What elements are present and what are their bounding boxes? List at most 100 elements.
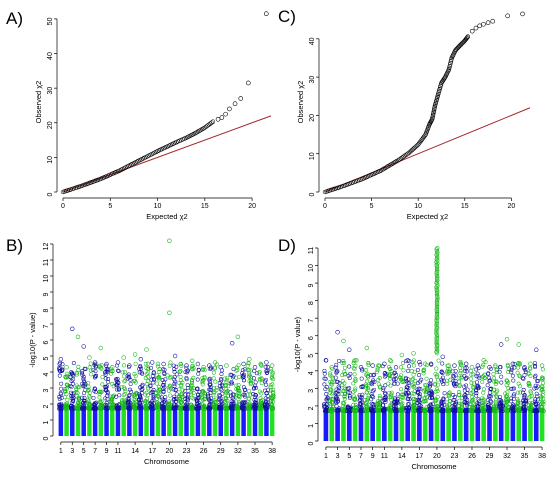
snp-point — [405, 409, 410, 414]
signal-snp-point — [435, 251, 440, 256]
snp-point — [172, 369, 177, 374]
qq-point — [400, 155, 405, 160]
snp-point — [143, 399, 148, 404]
x-tick-label: 20 — [507, 203, 515, 210]
chromosome-8-points — [362, 345, 371, 441]
snp-point — [407, 405, 412, 410]
chromosome-15-points — [403, 358, 412, 441]
chromosome-24-points — [188, 358, 196, 436]
snp-point — [436, 358, 441, 363]
snp-point — [57, 402, 62, 407]
y-tick-label: 9 — [43, 292, 50, 296]
snp-point — [387, 395, 392, 400]
snp-point — [217, 405, 222, 410]
snp-point — [515, 403, 520, 408]
snp-point — [241, 378, 246, 383]
snp-point — [475, 401, 480, 406]
snp-point — [74, 371, 79, 376]
chromosome-33-points — [509, 361, 517, 441]
snp-point — [495, 395, 499, 400]
qq-point — [485, 20, 491, 26]
snp-point — [80, 369, 85, 374]
snp-point — [366, 375, 371, 380]
snp-point — [74, 372, 79, 377]
snp-point — [415, 367, 420, 372]
snp-point — [270, 399, 275, 404]
snp-point — [123, 378, 128, 383]
snp-point — [241, 372, 246, 377]
snp-point — [247, 401, 252, 406]
y-tick-label: 30 — [47, 87, 54, 95]
snp-point — [404, 376, 408, 381]
snp-point — [538, 396, 543, 401]
snp-point — [406, 386, 411, 391]
snp-point — [411, 377, 415, 381]
peak-snp-point — [452, 363, 457, 368]
chromosome-tick-label: 29 — [486, 453, 494, 460]
snp-point — [389, 398, 394, 403]
dense-points-block — [229, 405, 235, 436]
dense-points-block — [75, 405, 81, 436]
snp-point — [236, 383, 241, 388]
snp-point — [381, 408, 386, 413]
snp-point — [234, 368, 239, 373]
qq-point — [422, 133, 427, 138]
peak-snp-point — [229, 341, 235, 346]
snp-point — [342, 381, 347, 386]
peak-snp-point — [207, 363, 212, 368]
snp-point — [343, 371, 348, 376]
snp-point — [248, 378, 253, 383]
snp-point — [509, 370, 514, 375]
qq-point — [402, 153, 408, 158]
snp-point — [148, 383, 153, 388]
snp-point — [75, 406, 79, 411]
snp-point — [191, 366, 196, 371]
snp-point — [65, 371, 70, 376]
snp-point — [481, 387, 486, 392]
snp-point — [447, 407, 452, 412]
snp-point — [442, 391, 447, 396]
snp-point — [533, 397, 538, 402]
snp-point — [103, 396, 108, 401]
snp-point — [157, 375, 162, 380]
dense-points-block — [218, 405, 224, 436]
peak-snp-point — [87, 355, 92, 360]
chromosome-tick-label: 32 — [234, 448, 242, 455]
qq-point — [421, 134, 426, 140]
snp-point — [504, 403, 509, 408]
dense-points-block — [184, 405, 189, 436]
snp-point — [269, 367, 274, 372]
snp-point — [97, 390, 102, 395]
snp-point — [446, 393, 451, 398]
snp-point — [435, 389, 440, 393]
snp-point — [468, 368, 473, 373]
snp-point — [151, 406, 156, 411]
snp-point — [57, 396, 62, 401]
snp-point — [173, 400, 178, 404]
qq-point — [410, 147, 415, 152]
chromosome-11-points — [114, 360, 122, 436]
snp-point — [103, 388, 108, 392]
snp-point — [189, 378, 194, 383]
snp-point — [143, 376, 148, 380]
qq-plot-panel-c: 0 5 10 15 20 0 10 20 30 40 Expected χ2 Observed χ2 — [296, 11, 531, 221]
snp-point — [226, 394, 231, 398]
chromosome-14-points — [131, 352, 139, 436]
snp-point — [266, 404, 271, 409]
snp-point — [133, 380, 138, 385]
snp-point — [378, 396, 383, 400]
snp-point — [82, 366, 87, 371]
chromosome-17-points — [415, 359, 424, 441]
chromosome-13-points — [125, 363, 134, 436]
snp-point — [421, 399, 426, 404]
dense-points-block — [493, 407, 498, 441]
snp-point — [237, 395, 242, 399]
snp-point — [106, 376, 111, 381]
snp-point — [69, 371, 74, 376]
snp-point — [251, 386, 256, 391]
signal-snp-point — [434, 323, 439, 328]
snp-point — [219, 377, 224, 381]
signal-snp-point — [434, 330, 439, 335]
dense-points-block — [411, 407, 416, 441]
